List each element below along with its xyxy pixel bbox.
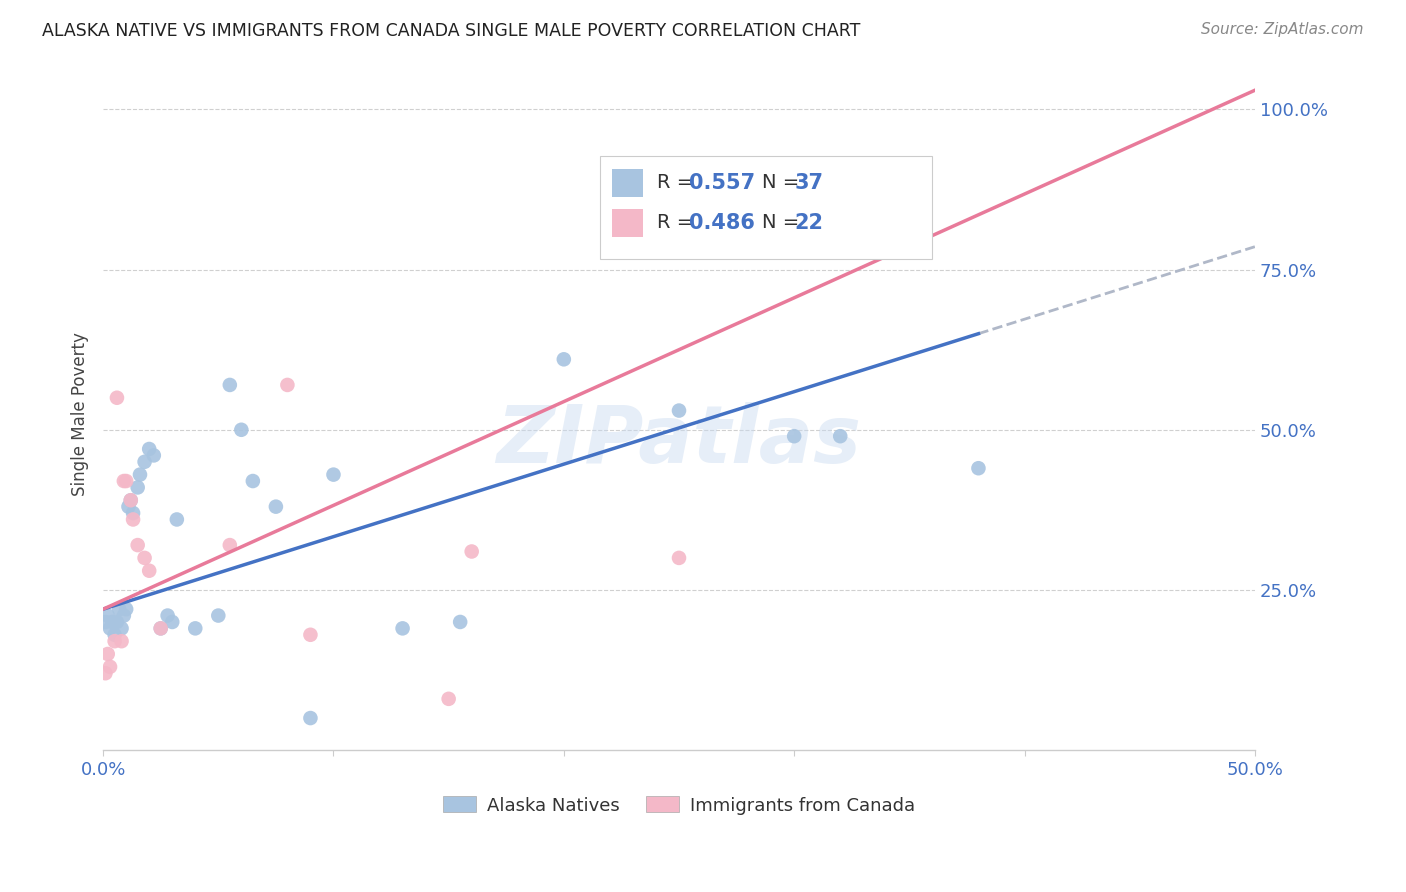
Point (138, 564, 160, 578)
Point (115, 474, 138, 488)
Point (122, 512, 145, 526)
Y-axis label: Single Male Poverty: Single Male Poverty (72, 332, 89, 496)
Point (149, 621, 172, 635)
Point (115, 602, 138, 616)
Point (437, 691, 460, 706)
Text: 22: 22 (794, 213, 824, 233)
Point (110, 634, 132, 648)
Point (112, 474, 135, 488)
Point (156, 608, 179, 623)
Point (110, 621, 132, 635)
Point (94, 615, 117, 629)
Point (299, 711, 322, 725)
Point (668, 550, 690, 565)
Point (184, 621, 207, 635)
Point (830, 429, 852, 443)
Point (242, 474, 264, 488)
Text: 37: 37 (794, 173, 824, 193)
Text: R =: R = (657, 213, 699, 233)
Point (97, 608, 120, 623)
Point (97, 647, 120, 661)
Point (138, 442, 160, 456)
Text: 0.557: 0.557 (689, 173, 755, 193)
Text: ZIPatlas: ZIPatlas (496, 401, 862, 480)
Point (129, 467, 152, 482)
Point (668, 403, 690, 417)
Point (142, 449, 165, 463)
Point (108, 602, 131, 616)
Point (112, 608, 135, 623)
Point (322, 467, 344, 482)
Text: ALASKA NATIVE VS IMMIGRANTS FROM CANADA SINGLE MALE POVERTY CORRELATION CHART: ALASKA NATIVE VS IMMIGRANTS FROM CANADA … (42, 22, 860, 40)
Point (783, 429, 806, 443)
Legend: Alaska Natives, Immigrants from Canada: Alaska Natives, Immigrants from Canada (436, 789, 922, 822)
Point (967, 461, 990, 475)
Point (218, 378, 240, 392)
Point (149, 621, 172, 635)
Point (127, 480, 149, 494)
Point (98, 660, 121, 674)
Point (449, 615, 471, 629)
Point (98, 621, 121, 635)
Point (120, 493, 142, 508)
Point (231, 423, 253, 437)
Point (134, 455, 156, 469)
Point (207, 608, 229, 623)
Point (94, 666, 117, 681)
Text: N =: N = (762, 173, 806, 193)
Point (101, 615, 124, 629)
Point (166, 512, 188, 526)
Point (104, 634, 127, 648)
Point (299, 628, 322, 642)
Point (127, 538, 149, 552)
Point (120, 493, 142, 508)
Point (105, 615, 128, 629)
Text: 0.486: 0.486 (689, 213, 755, 233)
Point (460, 544, 482, 558)
Text: Source: ZipAtlas.com: Source: ZipAtlas.com (1201, 22, 1364, 37)
Text: R =: R = (657, 173, 699, 193)
Point (122, 506, 145, 520)
Point (104, 628, 127, 642)
Point (117, 500, 139, 514)
Point (264, 500, 287, 514)
Point (105, 391, 128, 405)
Point (391, 621, 413, 635)
Point (218, 538, 240, 552)
Point (276, 378, 298, 392)
Point (134, 550, 156, 565)
Point (160, 615, 183, 629)
Text: N =: N = (762, 213, 806, 233)
Point (553, 352, 575, 367)
